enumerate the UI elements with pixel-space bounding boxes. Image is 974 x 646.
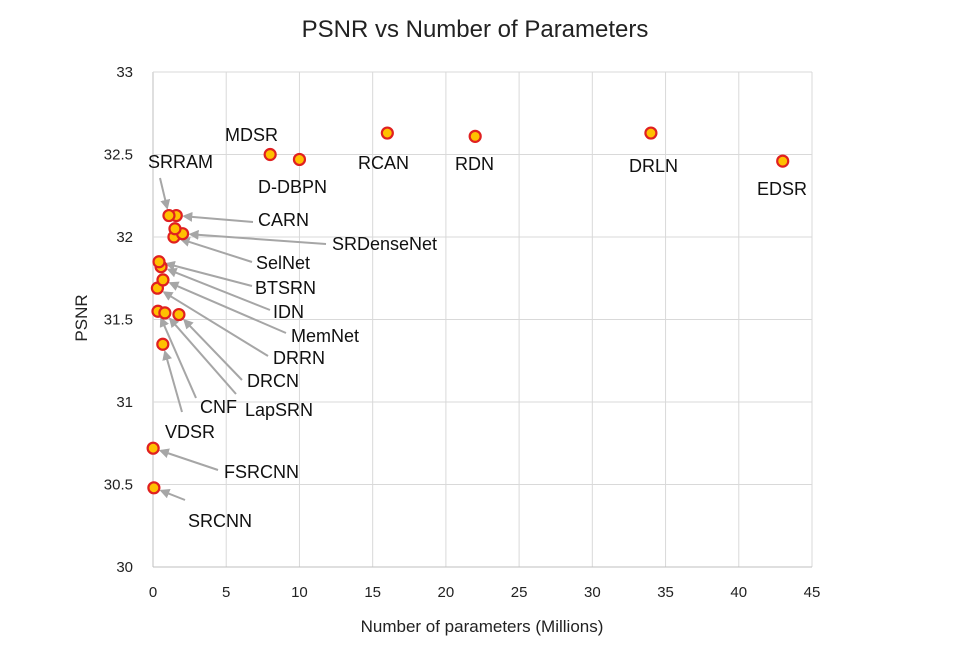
- point-label-rdn: RDN: [455, 154, 494, 174]
- y-tick-label: 32: [116, 229, 133, 246]
- y-tick-label: 30.5: [104, 477, 133, 494]
- leader-lines: [158, 177, 327, 501]
- point-label-drcn: DRCN: [247, 371, 299, 391]
- point-label-drrn: DRRN: [273, 348, 325, 368]
- y-tick-label: 32.5: [104, 147, 133, 164]
- point-label-idn: IDN: [273, 302, 304, 322]
- y-tick-label: 30: [116, 559, 133, 576]
- leader-arrow: [168, 317, 237, 395]
- data-point: [380, 126, 394, 140]
- data-point: [152, 255, 166, 269]
- data-point: [172, 307, 186, 322]
- point-label-fsrcnn: FSRCNN: [224, 462, 299, 482]
- x-tick-label: 5: [222, 584, 230, 601]
- point-label-lapsrn: LapSRN: [245, 400, 313, 420]
- x-tick-label: 25: [511, 584, 528, 601]
- x-tick-label: 15: [364, 584, 381, 601]
- y-tick-label: 33: [116, 64, 133, 81]
- point-label-drln: DRLN: [629, 156, 678, 176]
- leader-arrow: [159, 316, 197, 399]
- leader-arrow: [162, 291, 269, 357]
- point-label-srdensenet: SRDenseNet: [332, 234, 437, 254]
- leader-arrow: [168, 281, 287, 334]
- data-point: [644, 126, 658, 140]
- point-label-edsr: EDSR: [757, 179, 807, 199]
- leader-arrow: [162, 350, 183, 413]
- point-label-srram: SRRAM: [148, 152, 213, 172]
- y-tick-label: 31: [116, 394, 133, 411]
- data-point: [156, 273, 170, 287]
- chart-title: PSNR vs Number of Parameters: [302, 16, 649, 43]
- leader-arrow: [164, 260, 253, 287]
- data-point: [292, 152, 307, 167]
- data-points: [146, 126, 790, 495]
- leader-arrow: [188, 229, 327, 245]
- y-axis-title: PSNR: [72, 294, 91, 341]
- x-tick-label: 20: [438, 584, 455, 601]
- point-label-srcnn: SRCNN: [188, 511, 252, 531]
- x-tick-label: 30: [584, 584, 601, 601]
- point-label-carn: CARN: [258, 210, 309, 230]
- leader-arrow: [179, 237, 253, 263]
- x-tick-label: 35: [657, 584, 674, 601]
- leader-arrow: [159, 177, 171, 210]
- data-point: [146, 441, 160, 455]
- x-tick-label: 0: [149, 584, 157, 601]
- point-label-mdsr: MDSR: [225, 125, 278, 145]
- data-point: [147, 481, 161, 495]
- leader-arrow: [158, 448, 219, 471]
- data-point: [468, 129, 482, 143]
- point-label-selnet: SelNet: [256, 253, 310, 273]
- x-tick-label: 10: [291, 584, 308, 601]
- data-point: [162, 208, 176, 223]
- leader-arrow: [166, 267, 271, 311]
- data-point: [156, 337, 170, 351]
- point-label-rcan: RCAN: [358, 153, 409, 173]
- point-label-btsrn: BTSRN: [255, 278, 316, 298]
- leader-arrow: [182, 211, 254, 223]
- x-tick-label: 40: [730, 584, 747, 601]
- data-point: [158, 306, 172, 320]
- point-label-vdsr: VDSR: [165, 422, 215, 442]
- leader-arrow: [183, 318, 243, 381]
- point-label-d-dbpn: D-DBPN: [258, 177, 327, 197]
- grid-lines: [152, 71, 813, 568]
- data-point: [776, 154, 790, 168]
- x-tick-label: 45: [804, 584, 821, 601]
- x-axis-title: Number of parameters (Millions): [361, 617, 604, 636]
- point-label-cnf: CNF: [200, 397, 237, 417]
- data-point: [168, 222, 182, 236]
- data-point: [263, 147, 277, 162]
- leader-arrow: [159, 488, 186, 501]
- axes: 0 5 10 15 20 25 30 35 40 45 30 30.5 31 31.5 32 32.5 33: [104, 64, 821, 601]
- point-label-memnet: MemNet: [291, 326, 359, 346]
- y-tick-label: 31.5: [104, 312, 133, 329]
